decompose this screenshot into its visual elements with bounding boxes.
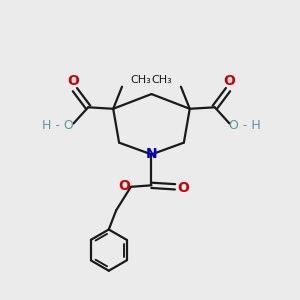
- Text: O: O: [224, 74, 236, 88]
- Text: O - H: O - H: [229, 119, 261, 132]
- Text: O: O: [118, 179, 130, 193]
- Text: CH₃: CH₃: [151, 75, 172, 85]
- Text: O: O: [68, 74, 80, 88]
- Text: N: N: [146, 147, 157, 161]
- Text: O: O: [177, 181, 189, 195]
- Text: CH₃: CH₃: [131, 75, 152, 85]
- Text: H - O: H - O: [42, 119, 74, 132]
